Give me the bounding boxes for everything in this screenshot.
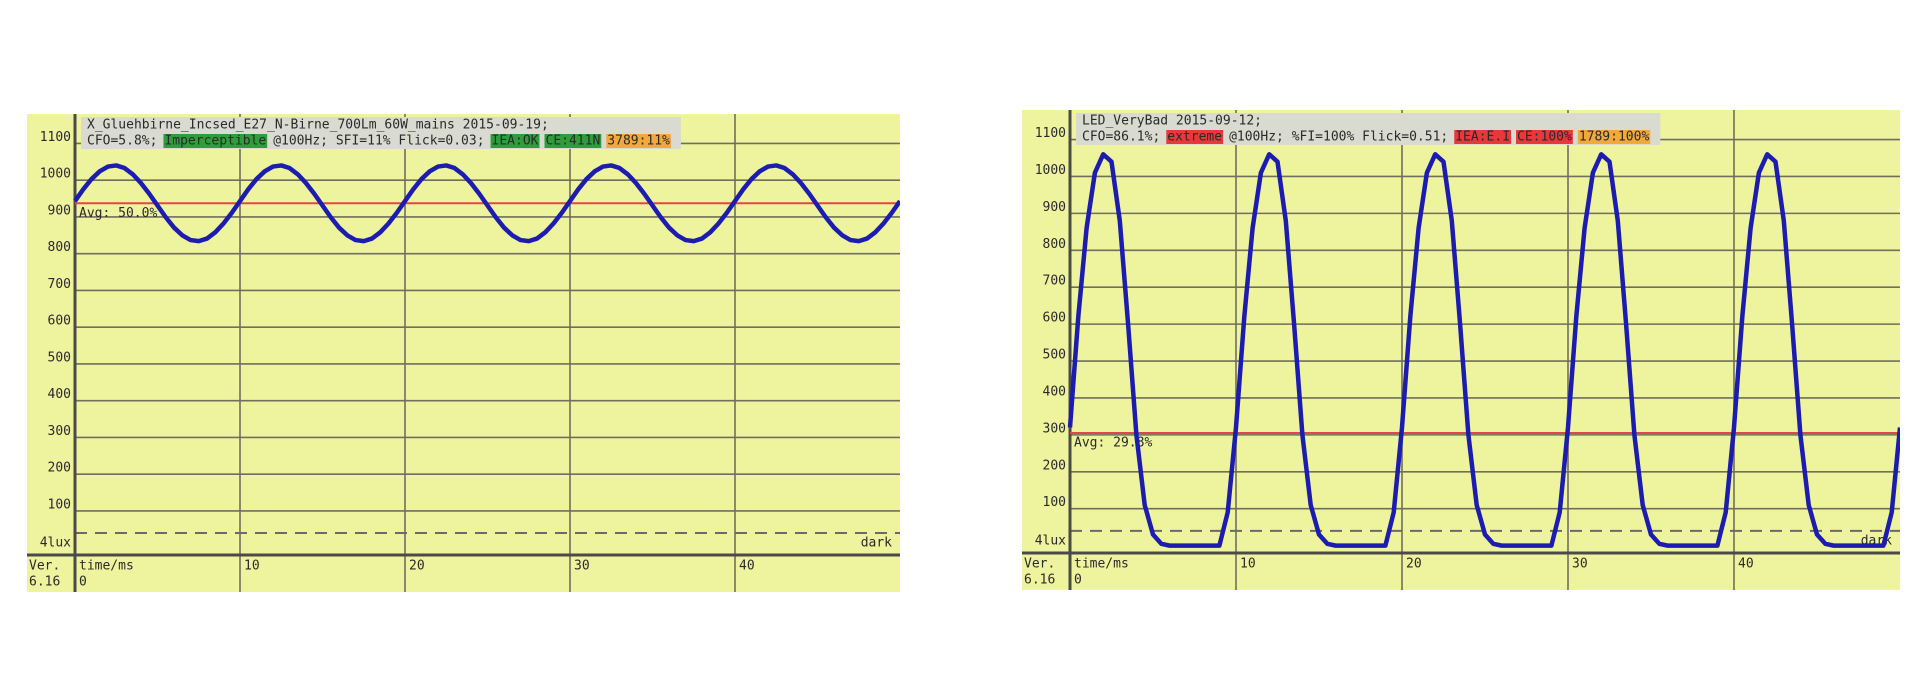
x-tick-label: 20: [409, 559, 425, 574]
x-axis-label: time/ms: [79, 559, 134, 574]
status-badge-text: Imperceptible: [164, 134, 266, 149]
status-text: @100Hz; %FI=100% Flick=0.51;: [1229, 130, 1448, 145]
x-tick-label: 20: [1406, 557, 1422, 572]
y-tick-label: 400: [48, 387, 71, 402]
status-badge: [1577, 130, 1651, 144]
y-tick-label: 300: [1043, 421, 1066, 436]
y-tick-label: 1000: [1035, 163, 1066, 178]
version-label: 6.16: [29, 575, 60, 590]
version-label: 6.16: [1024, 573, 1055, 588]
y-tick-label: 800: [48, 240, 71, 255]
threshold-label: 4lux: [40, 535, 71, 550]
header-title: X_Gluehbirne_Incsed_E27_N-Birne_700Lm_60…: [87, 118, 549, 133]
y-tick-label: 1100: [1035, 126, 1066, 141]
y-tick-label: 200: [1043, 458, 1066, 473]
average-label: Avg: 29.8%: [1074, 436, 1152, 451]
version-label: Ver.: [1024, 557, 1055, 572]
status-badge: [490, 134, 540, 148]
status-text: CFO=86.1%;: [1082, 130, 1160, 145]
x-tick-label: 0: [79, 575, 87, 590]
y-tick-label: 100: [48, 497, 71, 512]
x-tick-label: 30: [1572, 557, 1588, 572]
status-badge-text: IEA:E.I: [1455, 130, 1510, 145]
status-badge: [1166, 130, 1224, 144]
average-label: Avg: 50.0%: [79, 206, 157, 221]
plot-background: [27, 114, 900, 592]
y-tick-label: 1100: [40, 130, 71, 145]
status-badge-text: 1789:100%: [1579, 130, 1650, 145]
y-tick-label: 600: [48, 314, 71, 329]
status-badge: [606, 134, 671, 148]
y-tick-label: 700: [48, 277, 71, 292]
y-tick-label: 1000: [40, 167, 71, 182]
y-tick-label: 900: [1043, 200, 1066, 215]
status-badge: [544, 134, 602, 148]
y-tick-label: 500: [48, 350, 71, 365]
status-badge: [1516, 130, 1573, 144]
y-tick-label: 300: [48, 424, 71, 439]
chart-panel: 100 200 300 400 500 600 700 800 900 1000 1100 0 10 20…: [1022, 110, 1900, 590]
status-badge-text: CE:411N: [546, 134, 601, 149]
header-title: LED_VeryBad 2015-09-12;: [1082, 114, 1262, 129]
status-badge: [1454, 130, 1512, 144]
x-tick-label: 10: [244, 559, 260, 574]
status-badge-text: 3789:11%: [607, 134, 670, 149]
version-label: Ver.: [29, 559, 60, 574]
status-badge-text: CE:100%: [1517, 130, 1572, 145]
y-tick-label: 900: [48, 203, 71, 218]
threshold-label: 4lux: [1035, 533, 1066, 548]
y-tick-label: 100: [1043, 495, 1066, 510]
y-tick-label: 400: [1043, 384, 1066, 399]
x-axis-label: time/ms: [1074, 557, 1129, 572]
status-text: @100Hz; SFI=11% Flick=0.03;: [273, 134, 484, 149]
chart-panel: 100 200 300 400 500 600 700 800 900 1000 1100 0 10 20…: [27, 114, 900, 592]
status-badge-text: IEA:OK: [492, 134, 539, 149]
x-tick-label: 40: [1738, 557, 1754, 572]
x-tick-label: 0: [1074, 573, 1082, 588]
x-tick-label: 30: [574, 559, 590, 574]
status-text: CFO=5.8%;: [87, 134, 157, 149]
y-tick-label: 800: [1043, 237, 1066, 252]
x-tick-label: 40: [739, 559, 755, 574]
y-tick-label: 600: [1043, 311, 1066, 326]
status-badge-text: extreme: [1167, 130, 1222, 145]
y-tick-label: 700: [1043, 274, 1066, 289]
threshold-note: dark: [861, 535, 892, 550]
y-tick-label: 500: [1043, 348, 1066, 363]
series-line: [73, 163, 900, 244]
y-tick-label: 200: [48, 461, 71, 476]
x-tick-label: 10: [1240, 557, 1256, 572]
series-line: [1067, 152, 1900, 548]
status-badge: [163, 134, 268, 148]
